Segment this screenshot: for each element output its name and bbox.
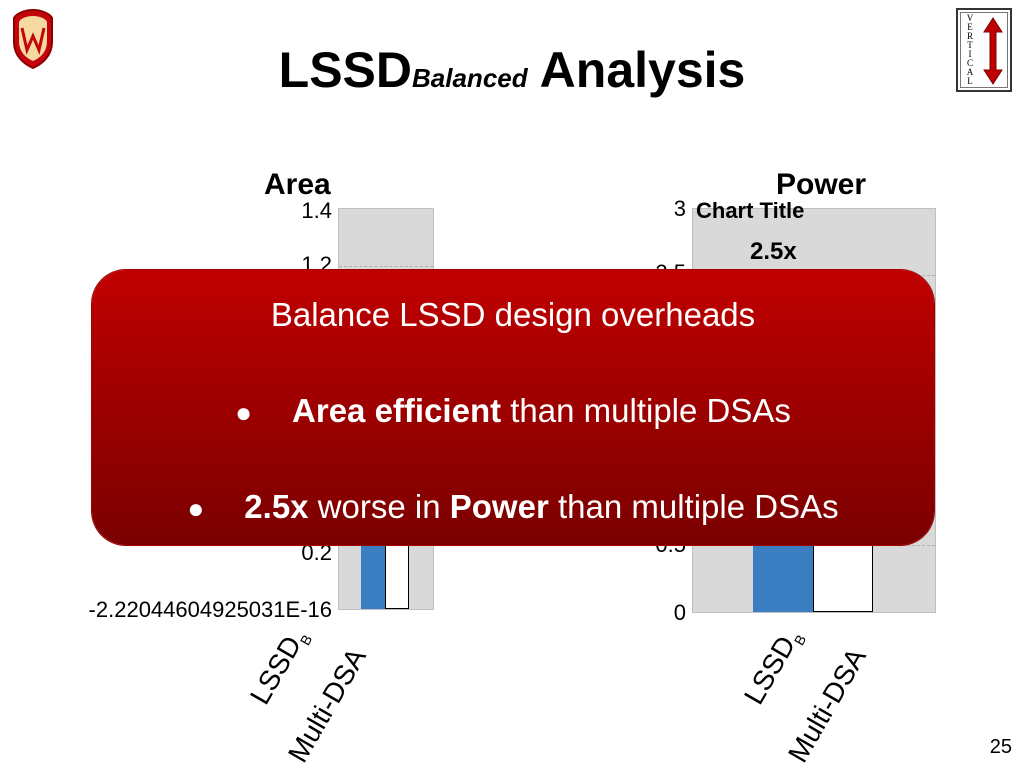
power-y-tick: 0 bbox=[673, 600, 686, 625]
area-category-lssd: LSSD bbox=[244, 630, 308, 710]
title-main: LSSD bbox=[278, 42, 413, 98]
callout-headline: Balance LSSD design overheads bbox=[270, 296, 756, 333]
power-y-tick: 3 bbox=[673, 196, 686, 221]
callout-bullet-2-bold-value: 2.5x bbox=[244, 488, 309, 525]
power-bar-multi-dsa bbox=[813, 542, 873, 612]
power-annotation: 2.5x bbox=[750, 238, 797, 265]
title-rest: Analysis bbox=[539, 42, 746, 98]
slide-title: LSSDBalanced Analysis bbox=[0, 40, 1024, 108]
summary-callout: Balance LSSD design overheads ● Area effi… bbox=[92, 270, 934, 545]
power-chart-heading: Power bbox=[776, 168, 867, 201]
area-y-tick: -2.22044604925031E-16 bbox=[88, 597, 332, 622]
callout-bullet-1: ● Area efficient than multiple DSAs bbox=[92, 392, 934, 430]
area-y-tick: 1.4 bbox=[301, 198, 332, 223]
area-category-label: LSSDB bbox=[244, 623, 315, 712]
callout-bullet-1-text: than multiple DSAs bbox=[501, 392, 791, 429]
callout-bullet-2: ● 2.5x worse in Power than multiple DSAs bbox=[92, 488, 934, 526]
double-arrow-icon bbox=[983, 17, 1003, 85]
bullet-icon: ● bbox=[187, 493, 205, 525]
power-chart-title: Chart Title bbox=[696, 198, 805, 223]
page-number: 25 bbox=[989, 736, 1012, 758]
callout-bullet-2-text: than multiple DSAs bbox=[548, 488, 839, 525]
bullet-icon: ● bbox=[235, 397, 253, 429]
area-gridline bbox=[339, 266, 433, 267]
power-category-label: LSSDB bbox=[738, 623, 809, 712]
area-chart-heading: Area bbox=[264, 168, 331, 201]
callout-bullet-1-bold: Area efficient bbox=[292, 392, 502, 429]
power-category-lssd: LSSD bbox=[738, 630, 802, 710]
title-subscript: Balanced bbox=[412, 63, 528, 93]
uw-crest-icon bbox=[12, 8, 54, 70]
callout-bullet-2-bold-metric: Power bbox=[449, 488, 549, 525]
callout-bullet-2-text-mid: worse in bbox=[308, 488, 450, 525]
power-bar-lssd bbox=[753, 542, 813, 612]
